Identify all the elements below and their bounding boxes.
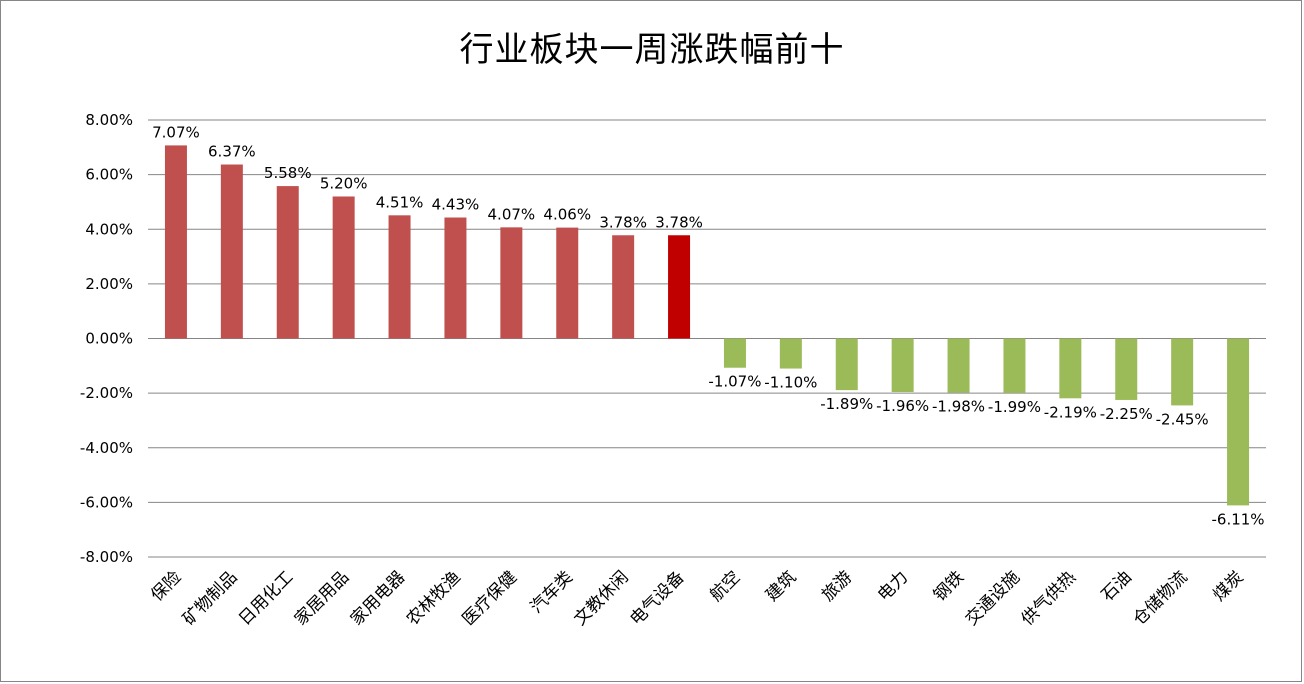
- data-label: 7.07%: [152, 123, 200, 141]
- bar: [835, 338, 858, 391]
- y-tick-label: 0.00%: [85, 330, 133, 348]
- data-label: -1.10%: [764, 374, 817, 392]
- category-label: 旅游: [818, 567, 856, 605]
- bar: [779, 338, 802, 369]
- gridlines: [148, 119, 1266, 558]
- bar: [164, 145, 187, 339]
- category-label: 文教休闲: [570, 567, 632, 629]
- data-label: -2.45%: [1156, 410, 1209, 428]
- y-tick-label: 8.00%: [85, 111, 133, 129]
- category-label: 石油: [1098, 567, 1136, 605]
- bar: [332, 196, 355, 339]
- category-label: 建筑: [762, 567, 800, 605]
- bar: [612, 235, 635, 339]
- bar: [388, 215, 411, 339]
- category-label: 钢铁: [930, 567, 968, 605]
- y-axis-ticks: 8.00% 6.00% 4.00% 2.00% 0.00% -2.00% -4.00% -6.…: [80, 111, 133, 566]
- category-label: 农林牧渔: [403, 567, 465, 629]
- bar: [723, 338, 746, 368]
- data-label: -1.96%: [876, 397, 929, 415]
- bar: [947, 338, 970, 393]
- category-label: 电力: [874, 567, 912, 605]
- data-label: 5.20%: [320, 174, 368, 192]
- bar: [1003, 338, 1026, 393]
- data-label: 4.07%: [488, 205, 536, 223]
- data-label: -1.89%: [820, 395, 873, 413]
- data-label: -1.99%: [988, 398, 1041, 416]
- bar: [444, 217, 467, 339]
- category-label: 交通设施: [962, 567, 1024, 629]
- y-tick-label: -4.00%: [80, 439, 133, 457]
- bar: [1115, 338, 1138, 400]
- bar: [500, 227, 523, 339]
- bars: [164, 145, 1250, 506]
- data-labels: 7.07% 6.37% 5.58% 5.20% 4.51% 4.43% 4.07% 4.06%…: [152, 123, 1264, 528]
- data-label: 3.78%: [599, 213, 647, 231]
- category-label: 煤炭: [1209, 567, 1247, 605]
- category-label: 矿物制品: [179, 567, 241, 629]
- category-label: 航空: [706, 567, 744, 605]
- data-label: 4.43%: [432, 196, 480, 214]
- category-label: 家用电器: [347, 567, 409, 629]
- y-tick-label: -8.00%: [80, 548, 133, 566]
- bar: [1059, 338, 1082, 399]
- category-label: 仓储物流: [1129, 567, 1191, 629]
- category-label: 汽车类: [527, 567, 577, 617]
- bar: [556, 227, 579, 339]
- category-label: 保险: [147, 567, 185, 605]
- data-label: -1.07%: [708, 373, 761, 391]
- bar: [1171, 338, 1194, 406]
- data-label: 3.78%: [655, 213, 703, 231]
- y-tick-label: 4.00%: [85, 220, 133, 238]
- bar: [220, 164, 243, 339]
- y-tick-label: -6.00%: [80, 493, 133, 511]
- data-label: 6.37%: [208, 143, 256, 161]
- y-tick-label: 6.00%: [85, 166, 133, 184]
- bar: [1227, 338, 1250, 506]
- data-label: -1.98%: [932, 398, 985, 416]
- bar: [891, 338, 914, 393]
- y-tick-label: 2.00%: [85, 275, 133, 293]
- category-labels: 保险矿物制品日用化工家居用品家用电器农林牧渔医疗保健 汽车类文教休闲电气设备 航空建…: [147, 567, 1247, 629]
- chart-title: 行业板块一周涨跌幅前十: [459, 30, 845, 70]
- data-label: -6.11%: [1212, 510, 1265, 528]
- category-label: 家居用品: [291, 567, 353, 629]
- data-label: 4.51%: [376, 193, 424, 211]
- data-label: -2.25%: [1100, 405, 1153, 423]
- category-label: 电气设备: [626, 567, 688, 629]
- y-tick-label: -2.00%: [80, 384, 133, 402]
- data-label: -2.19%: [1044, 403, 1097, 421]
- data-label: 4.06%: [543, 206, 591, 224]
- bar: [276, 186, 299, 339]
- category-label: 供气供热: [1018, 567, 1080, 629]
- data-label: 5.58%: [264, 164, 312, 182]
- category-label: 日用化工: [235, 567, 297, 629]
- category-label: 医疗保健: [459, 567, 521, 629]
- bar: [668, 235, 691, 339]
